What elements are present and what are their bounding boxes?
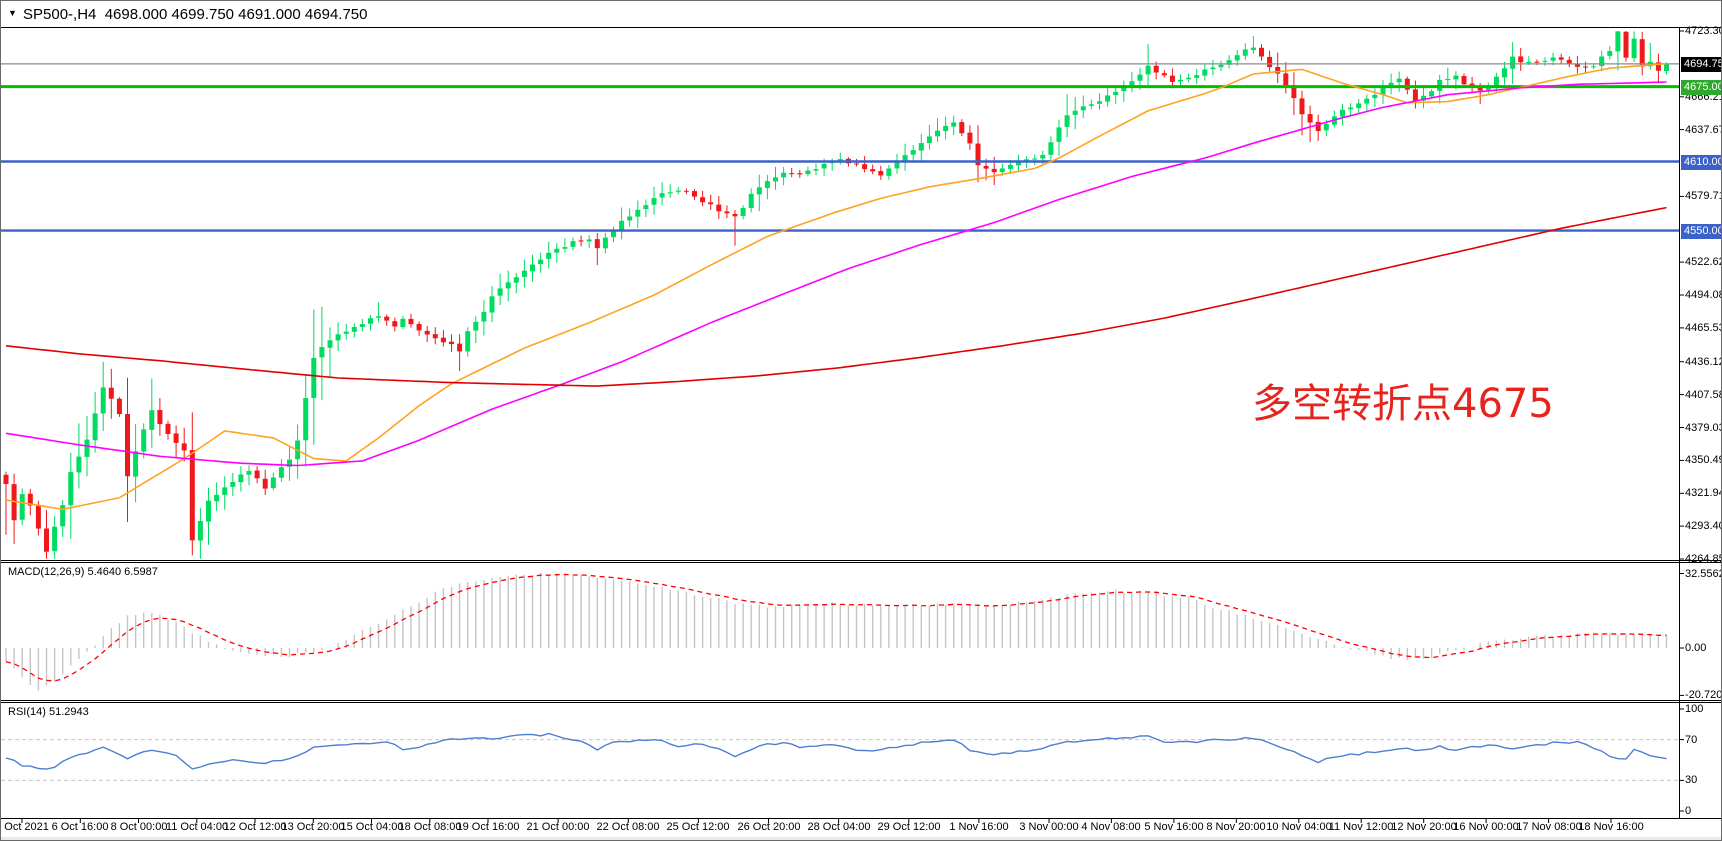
time-scale-label: 10 Nov 04:00 [1266, 821, 1332, 833]
price-scale-label: 4465.535 [1685, 322, 1721, 334]
time-scale-label: 22 Oct 08:00 [596, 821, 660, 833]
macd-indicator-label: MACD(12,26,9) 5.4640 6.5987 [8, 566, 158, 578]
symbol-label: SP500-,H4 [23, 6, 97, 23]
price-scale-label: 4264.855 [1685, 553, 1721, 565]
time-scale-label: 15 Oct 04:00 [340, 821, 404, 833]
symbol-ohlc-header: SP500-,H4 4698.000 4699.750 4691.000 469… [23, 6, 367, 23]
time-scale-label: 12 Nov 20:00 [1391, 821, 1457, 833]
macd-panel-bottom-border[interactable] [1, 700, 1721, 701]
time-scale-label: 28 Oct 04:00 [807, 821, 871, 833]
time-scale-label: 5 Nov 16:00 [1144, 821, 1204, 833]
price-scale-label: 100 [1685, 703, 1704, 715]
price-scale-label: 4522.625 [1685, 256, 1721, 268]
macd-histogram [5, 572, 1668, 691]
time-scale-label: 4 Nov 08:00 [1081, 821, 1141, 833]
price-scale-label: 0 [1685, 805, 1692, 817]
main-panel-bottom-border[interactable] [1, 560, 1721, 561]
price-scale-label: 4321.945 [1685, 487, 1721, 499]
price-scale-label: -20.7208 [1685, 689, 1722, 701]
time-scale-label: 19 Oct 16:00 [456, 821, 520, 833]
time-scale-label: 26 Oct 20:00 [737, 821, 801, 833]
price-scale-label: 4637.670 [1685, 124, 1721, 136]
price-scale-label: 4293.400 [1685, 520, 1721, 532]
time-scale-label: 3 Nov 00:00 [1019, 821, 1079, 833]
price-scale-label: 32.5562 [1685, 568, 1722, 580]
time-scale-label: 18 Oct 08:00 [398, 821, 462, 833]
time-scale-label: 1 Nov 16:00 [949, 821, 1009, 833]
time-scale-label: 21 Oct 00:00 [526, 821, 590, 833]
symbol-dropdown-icon[interactable]: ▼ [8, 8, 17, 18]
annotation-text: 多空转折点4675 [1252, 381, 1554, 427]
time-scale-label: 29 Oct 12:00 [877, 821, 941, 833]
candles-layer [3, 31, 1669, 559]
ma-fast-line [5, 62, 1667, 511]
time-scale-label: 18 Nov 16:00 [1578, 821, 1644, 833]
price-scale-label: 30 [1685, 774, 1698, 786]
price-line-label: 4694.750 [1681, 57, 1721, 72]
rsi-line [5, 732, 1667, 770]
rsi-panel-bottom-border [1, 818, 1721, 819]
bottom-strip [1, 837, 1721, 840]
main-panel-top-border [1, 27, 1721, 28]
macd-signal-line [5, 573, 1667, 682]
price-line-label: 4610.000 [1681, 155, 1721, 170]
ma-slow-line [5, 206, 1667, 387]
time-scale-label: 16 Nov 00:00 [1453, 821, 1519, 833]
time-scale-label: 6 Oct 16:00 [51, 821, 109, 833]
price-line-label: 4675.000 [1681, 80, 1721, 95]
price-scale-label: 4436.125 [1685, 356, 1721, 368]
time-scale-label: 13 Oct 20:00 [281, 821, 345, 833]
price-scale-label: 4723.305 [1685, 25, 1721, 37]
macd-panel-top-border [1, 562, 1721, 563]
time-scale-label: 25 Oct 12:00 [666, 821, 730, 833]
time-scale-label: 17 Nov 08:00 [1516, 821, 1582, 833]
price-scale-label: 70 [1685, 734, 1698, 746]
rsi-panel-top-border [1, 702, 1721, 703]
price-scale-label: 0.00 [1685, 642, 1707, 654]
time-scale-label: 8 Oct 00:00 [110, 821, 168, 833]
price-scale-label: 4407.580 [1685, 389, 1721, 401]
price-line-label: 4550.000 [1681, 224, 1721, 239]
rsi-indicator-label: RSI(14) 51.2943 [8, 706, 89, 718]
ma-mid-line [5, 81, 1667, 467]
price-scale-axis-line[interactable] [1679, 27, 1680, 818]
time-scale-label: 12 Oct 12:00 [223, 821, 287, 833]
time-scale-label: 11 Oct 04:00 [165, 821, 229, 833]
time-scale-label: 5 Oct 2021 [0, 821, 49, 833]
price-scale-label: 4579.715 [1685, 190, 1721, 202]
time-scale-label: 8 Nov 20:00 [1206, 821, 1266, 833]
price-scale-label: 4379.035 [1685, 422, 1721, 434]
price-scale-label: 4350.490 [1685, 454, 1721, 466]
time-scale-label: 11 Nov 12:00 [1328, 821, 1394, 833]
price-scale-label: 4494.080 [1685, 289, 1721, 301]
ohlc-values: 4698.000 4699.750 4691.000 4694.750 [104, 6, 368, 23]
